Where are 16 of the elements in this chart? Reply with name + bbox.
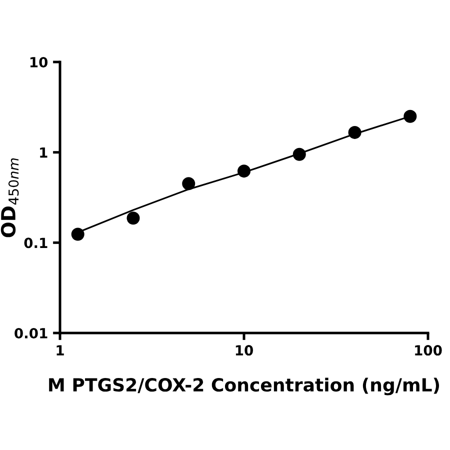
y-tick-label: 10 bbox=[30, 56, 48, 68]
point bbox=[348, 126, 362, 139]
x-tick-label: 1 bbox=[56, 345, 64, 356]
x-tick-label: 10 bbox=[236, 345, 253, 356]
y-axis-title: OD$_{450nm}$ bbox=[0, 158, 19, 238]
point bbox=[71, 228, 84, 241]
y-tick-label: 0.01 bbox=[14, 328, 48, 338]
y-tick-label: 0.1 bbox=[24, 238, 48, 248]
point bbox=[126, 212, 140, 225]
x-axis-title: M PTGS2/COX-2 Concentration (ng/mL) bbox=[49, 378, 440, 396]
x-tick-label: 100 bbox=[415, 345, 442, 356]
point bbox=[182, 177, 196, 190]
point bbox=[292, 148, 306, 161]
y-tick-label: 1 bbox=[40, 147, 48, 158]
point bbox=[404, 110, 417, 123]
point bbox=[237, 164, 251, 178]
